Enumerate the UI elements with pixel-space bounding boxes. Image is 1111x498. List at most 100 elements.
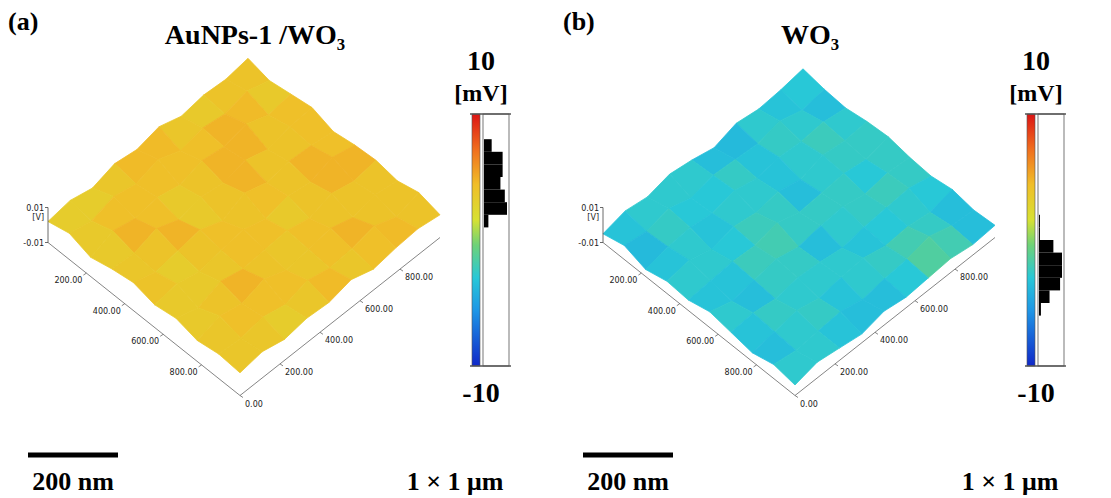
z-axis-line [48, 208, 49, 243]
z-tick-label: 0.01 [581, 204, 599, 213]
scale-bar [28, 453, 118, 458]
y-tick-label: 600.00 [920, 305, 948, 314]
colorbar-strip [1027, 114, 1035, 366]
histogram-bar [1039, 265, 1062, 278]
histogram-bar [1039, 240, 1053, 253]
colorbar-tick-label: -10 [462, 377, 499, 408]
y-tick-label: 400.00 [325, 336, 353, 345]
colorbar-tick-label: 10 [1022, 45, 1050, 76]
x-tick-label: 200.00 [54, 276, 82, 285]
x-tick [715, 334, 718, 336]
histogram-bar [1039, 290, 1050, 303]
x-tick-label: 800.00 [170, 368, 198, 377]
z-tick [600, 207, 603, 208]
x-tick [754, 365, 757, 367]
scale-bar [583, 453, 673, 458]
histogram-bar [1039, 215, 1041, 228]
z-tick-label: -0.01 [23, 239, 44, 248]
x-tick [638, 273, 641, 275]
y-tick [835, 364, 838, 366]
y-tick [875, 332, 878, 334]
y-tick-label: 600.00 [365, 305, 393, 314]
y-tick [360, 301, 363, 303]
x-tick-label: 400.00 [648, 307, 676, 316]
y-tick [955, 269, 958, 271]
y-tick-label: 0.00 [245, 400, 263, 409]
panel-label: (b) [563, 7, 595, 36]
histogram-bar [1039, 278, 1060, 291]
colorbar-cap [1025, 113, 1066, 115]
y-tick-label: 200.00 [840, 368, 868, 377]
y-tick [915, 301, 918, 303]
z-tick [45, 242, 48, 243]
colorbar-tick-label: 10 [467, 45, 495, 76]
histogram-bar [484, 164, 503, 177]
x-tick [199, 365, 202, 367]
z-tick [600, 242, 603, 243]
colorbar-tick-label: -10 [1017, 377, 1054, 408]
axes: 200.00 400.00 600.00 800.00 0.00 200.00 400.00… [23, 204, 440, 409]
figure: (a) AuNPs-1 /WO₃ 200.00 400.00 600.00 800.00 0… [0, 0, 1111, 498]
histogram-bar [484, 152, 503, 165]
surface [603, 69, 995, 385]
y-tick [795, 396, 798, 398]
title: WO₃ [781, 19, 839, 50]
z-label: [V] [587, 213, 599, 222]
scale-label: 200 nm [32, 467, 114, 496]
z-label: [V] [32, 213, 44, 222]
x-tick-label: 200.00 [609, 276, 637, 285]
x-tick [677, 304, 680, 306]
panel-label: (a) [8, 7, 38, 36]
histogram-bar [1039, 303, 1041, 316]
colorbar: 10 -10 [mV] [1009, 45, 1066, 408]
y-axis-line [795, 238, 995, 396]
axes: 200.00 400.00 600.00 800.00 0.00 200.00 400.00… [578, 204, 995, 409]
colorbar-strip [472, 114, 480, 366]
panel: (a) AuNPs-1 /WO₃ 200.00 400.00 600.00 800.00 0… [8, 7, 511, 496]
y-tick [320, 332, 323, 334]
colorbar-label: [mV] [1009, 80, 1062, 106]
title: AuNPs-1 /WO₃ [165, 19, 345, 50]
histogram-box [1038, 114, 1064, 366]
y-tick [400, 269, 403, 271]
y-tick-label: 400.00 [880, 336, 908, 345]
y-tick-label: 200.00 [285, 368, 313, 377]
x-tick-label: 800.00 [725, 368, 753, 377]
surface [48, 58, 440, 373]
histogram-box [483, 114, 509, 366]
z-tick [45, 207, 48, 208]
x-axis-line [48, 243, 240, 396]
histogram-bar [484, 139, 492, 152]
scale-label: 200 nm [587, 467, 669, 496]
y-tick-label: 800.00 [405, 273, 433, 282]
z-axis-line [603, 208, 604, 243]
colorbar-label: [mV] [454, 80, 507, 106]
scan-size: 1 × 1 μm [962, 467, 1059, 496]
x-axis-line [603, 243, 795, 396]
histogram-bar [484, 215, 488, 228]
histogram-bar [1039, 253, 1062, 266]
x-tick [160, 334, 163, 336]
background [0, 0, 1111, 498]
scan-size: 1 × 1 μm [407, 467, 504, 496]
panel: (b)WO₃200.00400.00600.00800.000.00200.00… [563, 7, 1066, 496]
y-tick-label: 0.00 [800, 400, 818, 409]
colorbar-cap [1025, 365, 1066, 367]
x-tick [83, 273, 86, 275]
x-tick-label: 600.00 [686, 337, 714, 346]
histogram-bar [484, 177, 500, 190]
histogram-bar [484, 202, 507, 215]
surface-cell [219, 338, 263, 373]
y-tick [280, 364, 283, 366]
y-axis-line [240, 238, 440, 396]
y-tick [240, 396, 243, 398]
colorbar-cap [470, 113, 511, 115]
surface-cell [774, 350, 818, 385]
y-tick-label: 800.00 [960, 273, 988, 282]
x-tick [122, 304, 125, 306]
colorbar-cap [470, 365, 511, 367]
colorbar: 10 -10 [mV] [454, 45, 511, 408]
histogram-bar [1039, 227, 1041, 240]
z-tick-label: -0.01 [578, 239, 599, 248]
x-tick-label: 400.00 [93, 307, 121, 316]
